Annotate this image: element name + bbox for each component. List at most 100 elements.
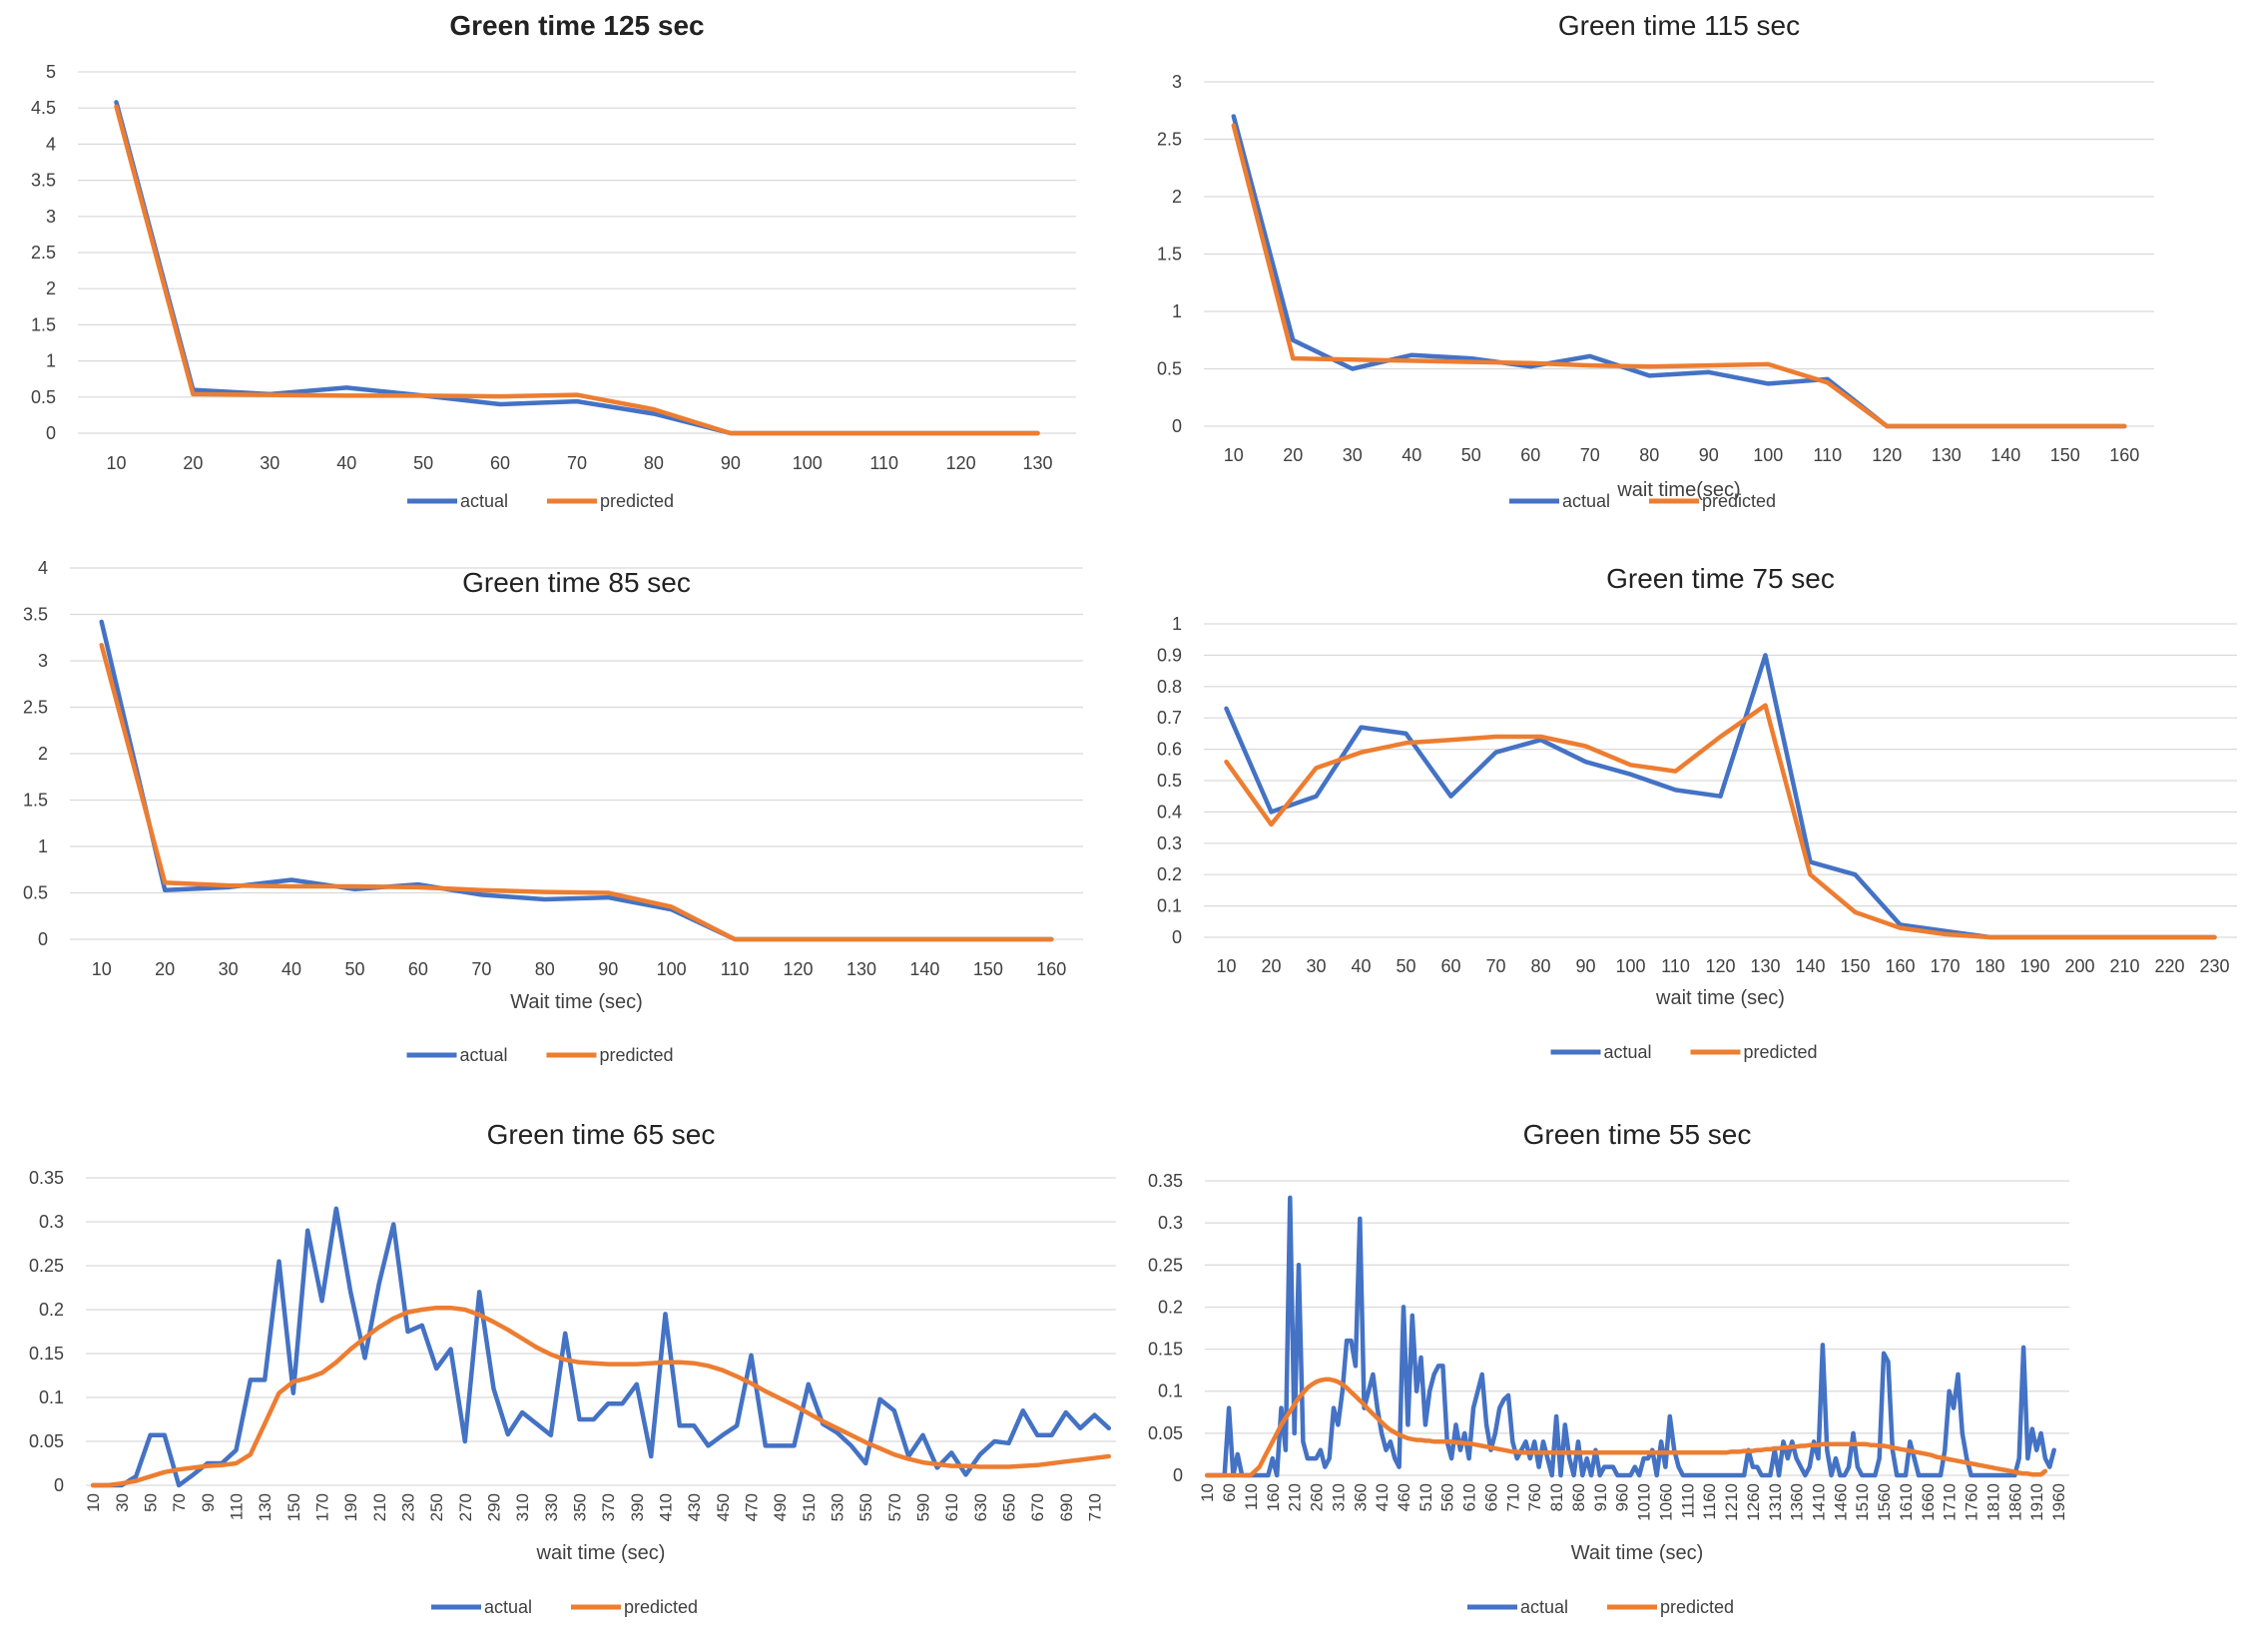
- x-tick-label: 130: [1932, 445, 1962, 465]
- y-tick-label: 2.5: [1157, 130, 1182, 150]
- x-axis-label: wait time (sec): [1655, 987, 1785, 1009]
- x-tick-label: 570: [885, 1493, 904, 1521]
- x-tick-label: 50: [1461, 445, 1481, 465]
- x-tick-label: 90: [598, 959, 618, 979]
- x-tick-label: 610: [1460, 1483, 1479, 1511]
- y-tick-label: 1.5: [23, 791, 48, 811]
- x-tick-label: 10: [106, 453, 126, 473]
- x-tick-label: 90: [199, 1493, 218, 1512]
- y-tick-label: 3.5: [23, 605, 48, 625]
- legend: actual predicted: [1509, 491, 1776, 511]
- x-tick-label: 30: [219, 959, 239, 979]
- x-tick-label: 90: [1699, 445, 1719, 465]
- series-line-predicted: [90, 1305, 1112, 1488]
- y-tick-label: 0.4: [1157, 802, 1182, 822]
- x-tick-label: 230: [2199, 956, 2229, 976]
- y-tick-label: 0.05: [29, 1431, 64, 1451]
- y-tick-label: 0: [1172, 416, 1182, 436]
- x-tick-label: 1810: [1983, 1483, 2002, 1521]
- y-tick-label: 0.5: [23, 883, 48, 903]
- y-tick-label: 0.15: [1148, 1340, 1183, 1360]
- x-tick-label: 550: [856, 1493, 875, 1521]
- series-line-predicted: [99, 642, 1054, 942]
- x-tick-label: 1360: [1788, 1483, 1807, 1521]
- x-tick-label: 1910: [2027, 1483, 2046, 1521]
- x-tick-label: 260: [1308, 1483, 1327, 1511]
- y-tick-label: 0: [1172, 927, 1182, 947]
- x-tick-label: 150: [284, 1493, 303, 1521]
- x-tick-label: 190: [341, 1493, 360, 1521]
- x-tick-label: 60: [1520, 445, 1540, 465]
- x-tick-label: 390: [628, 1493, 647, 1521]
- x-tick-label: 80: [1639, 445, 1659, 465]
- x-tick-label: 1410: [1810, 1483, 1829, 1521]
- x-tick-label: 50: [142, 1493, 161, 1512]
- chart-panel: Green time 115 sec 0 0.5 1 1.5 2 2.5 3 10 20 30 40 5…: [1157, 10, 2154, 511]
- x-tick-label: 30: [113, 1493, 132, 1512]
- y-tick-label: 0.15: [29, 1344, 64, 1364]
- x-tick-label: 100: [1753, 445, 1783, 465]
- x-tick-label: 90: [721, 453, 741, 473]
- x-tick-label: 20: [155, 959, 175, 979]
- x-tick-label: 110: [1661, 956, 1690, 976]
- y-tick-label: 0.3: [1157, 833, 1182, 853]
- chart-title: Green time 125 sec: [449, 10, 704, 41]
- x-tick-label: 30: [1343, 445, 1363, 465]
- x-tick-label: 100: [793, 453, 823, 473]
- x-tick-label: 810: [1547, 1483, 1566, 1511]
- x-tick-label: 170: [313, 1493, 332, 1521]
- x-tick-label: 1110: [1678, 1483, 1697, 1518]
- x-tick-label: 120: [1872, 445, 1902, 465]
- legend-label: actual: [1562, 491, 1610, 511]
- y-tick-label: 0.9: [1157, 645, 1182, 665]
- legend-label: predicted: [1660, 1597, 1734, 1617]
- x-tick-label: 310: [1329, 1483, 1348, 1511]
- y-tick-label: 0.25: [1148, 1255, 1183, 1275]
- legend: actual predicted: [407, 491, 674, 511]
- x-tick-label: 70: [471, 959, 491, 979]
- x-tick-label: 1460: [1831, 1483, 1850, 1521]
- legend-label: actual: [484, 1597, 532, 1617]
- y-tick-label: 0.5: [1157, 771, 1182, 791]
- x-tick-label: 510: [1416, 1483, 1435, 1511]
- x-tick-label: 130: [1023, 453, 1053, 473]
- x-tick-label: 110: [721, 959, 750, 979]
- y-tick-label: 3.5: [31, 171, 56, 191]
- x-tick-label: 490: [771, 1493, 790, 1521]
- x-tick-label: 330: [542, 1493, 561, 1521]
- x-tick-label: 690: [1057, 1493, 1076, 1521]
- chart-title: Green time 65 sec: [487, 1119, 716, 1150]
- chart-panel: Green time 75 sec 0 0.1 0.2 0.3 0.4 0.5 0.6 0.7 0…: [1157, 563, 2237, 1062]
- x-tick-label: 60: [1440, 956, 1460, 976]
- x-tick-label: 220: [2154, 956, 2184, 976]
- x-tick-label: 1510: [1853, 1483, 1872, 1521]
- x-axis-label: wait time (sec): [536, 1542, 666, 1564]
- x-tick-label: 140: [909, 959, 939, 979]
- x-tick-label: 120: [946, 453, 976, 473]
- x-tick-label: 710: [1086, 1493, 1105, 1521]
- y-tick-label: 0.35: [29, 1168, 64, 1188]
- chart-title: Green time 85 sec: [462, 567, 691, 598]
- x-tick-label: 1760: [1963, 1483, 1981, 1521]
- chart-title: Green time 115 sec: [1558, 10, 1800, 41]
- x-tick-label: 10: [1224, 445, 1244, 465]
- chart-panel: Green time 65 sec 0 0.05 0.1 0.15 0.2 0.25 0.3 0…: [29, 1119, 1116, 1617]
- legend-label: actual: [460, 491, 508, 511]
- y-tick-label: 0.3: [39, 1212, 64, 1232]
- x-tick-label: 110: [1242, 1483, 1261, 1510]
- x-tick-label: 40: [1402, 445, 1421, 465]
- x-tick-label: 760: [1525, 1483, 1544, 1511]
- y-tick-label: 0.6: [1157, 740, 1182, 760]
- y-tick-label: 0.1: [39, 1387, 64, 1407]
- x-tick-label: 100: [657, 959, 687, 979]
- chart-title: Green time 75 sec: [1606, 563, 1835, 594]
- x-tick-label: 310: [513, 1493, 532, 1521]
- x-tick-label: 210: [2109, 956, 2139, 976]
- x-tick-label: 610: [942, 1493, 961, 1521]
- y-tick-label: 5: [46, 62, 56, 82]
- x-tick-label: 10: [1198, 1483, 1217, 1502]
- x-tick-label: 160: [2109, 445, 2139, 465]
- x-tick-label: 1010: [1635, 1483, 1654, 1521]
